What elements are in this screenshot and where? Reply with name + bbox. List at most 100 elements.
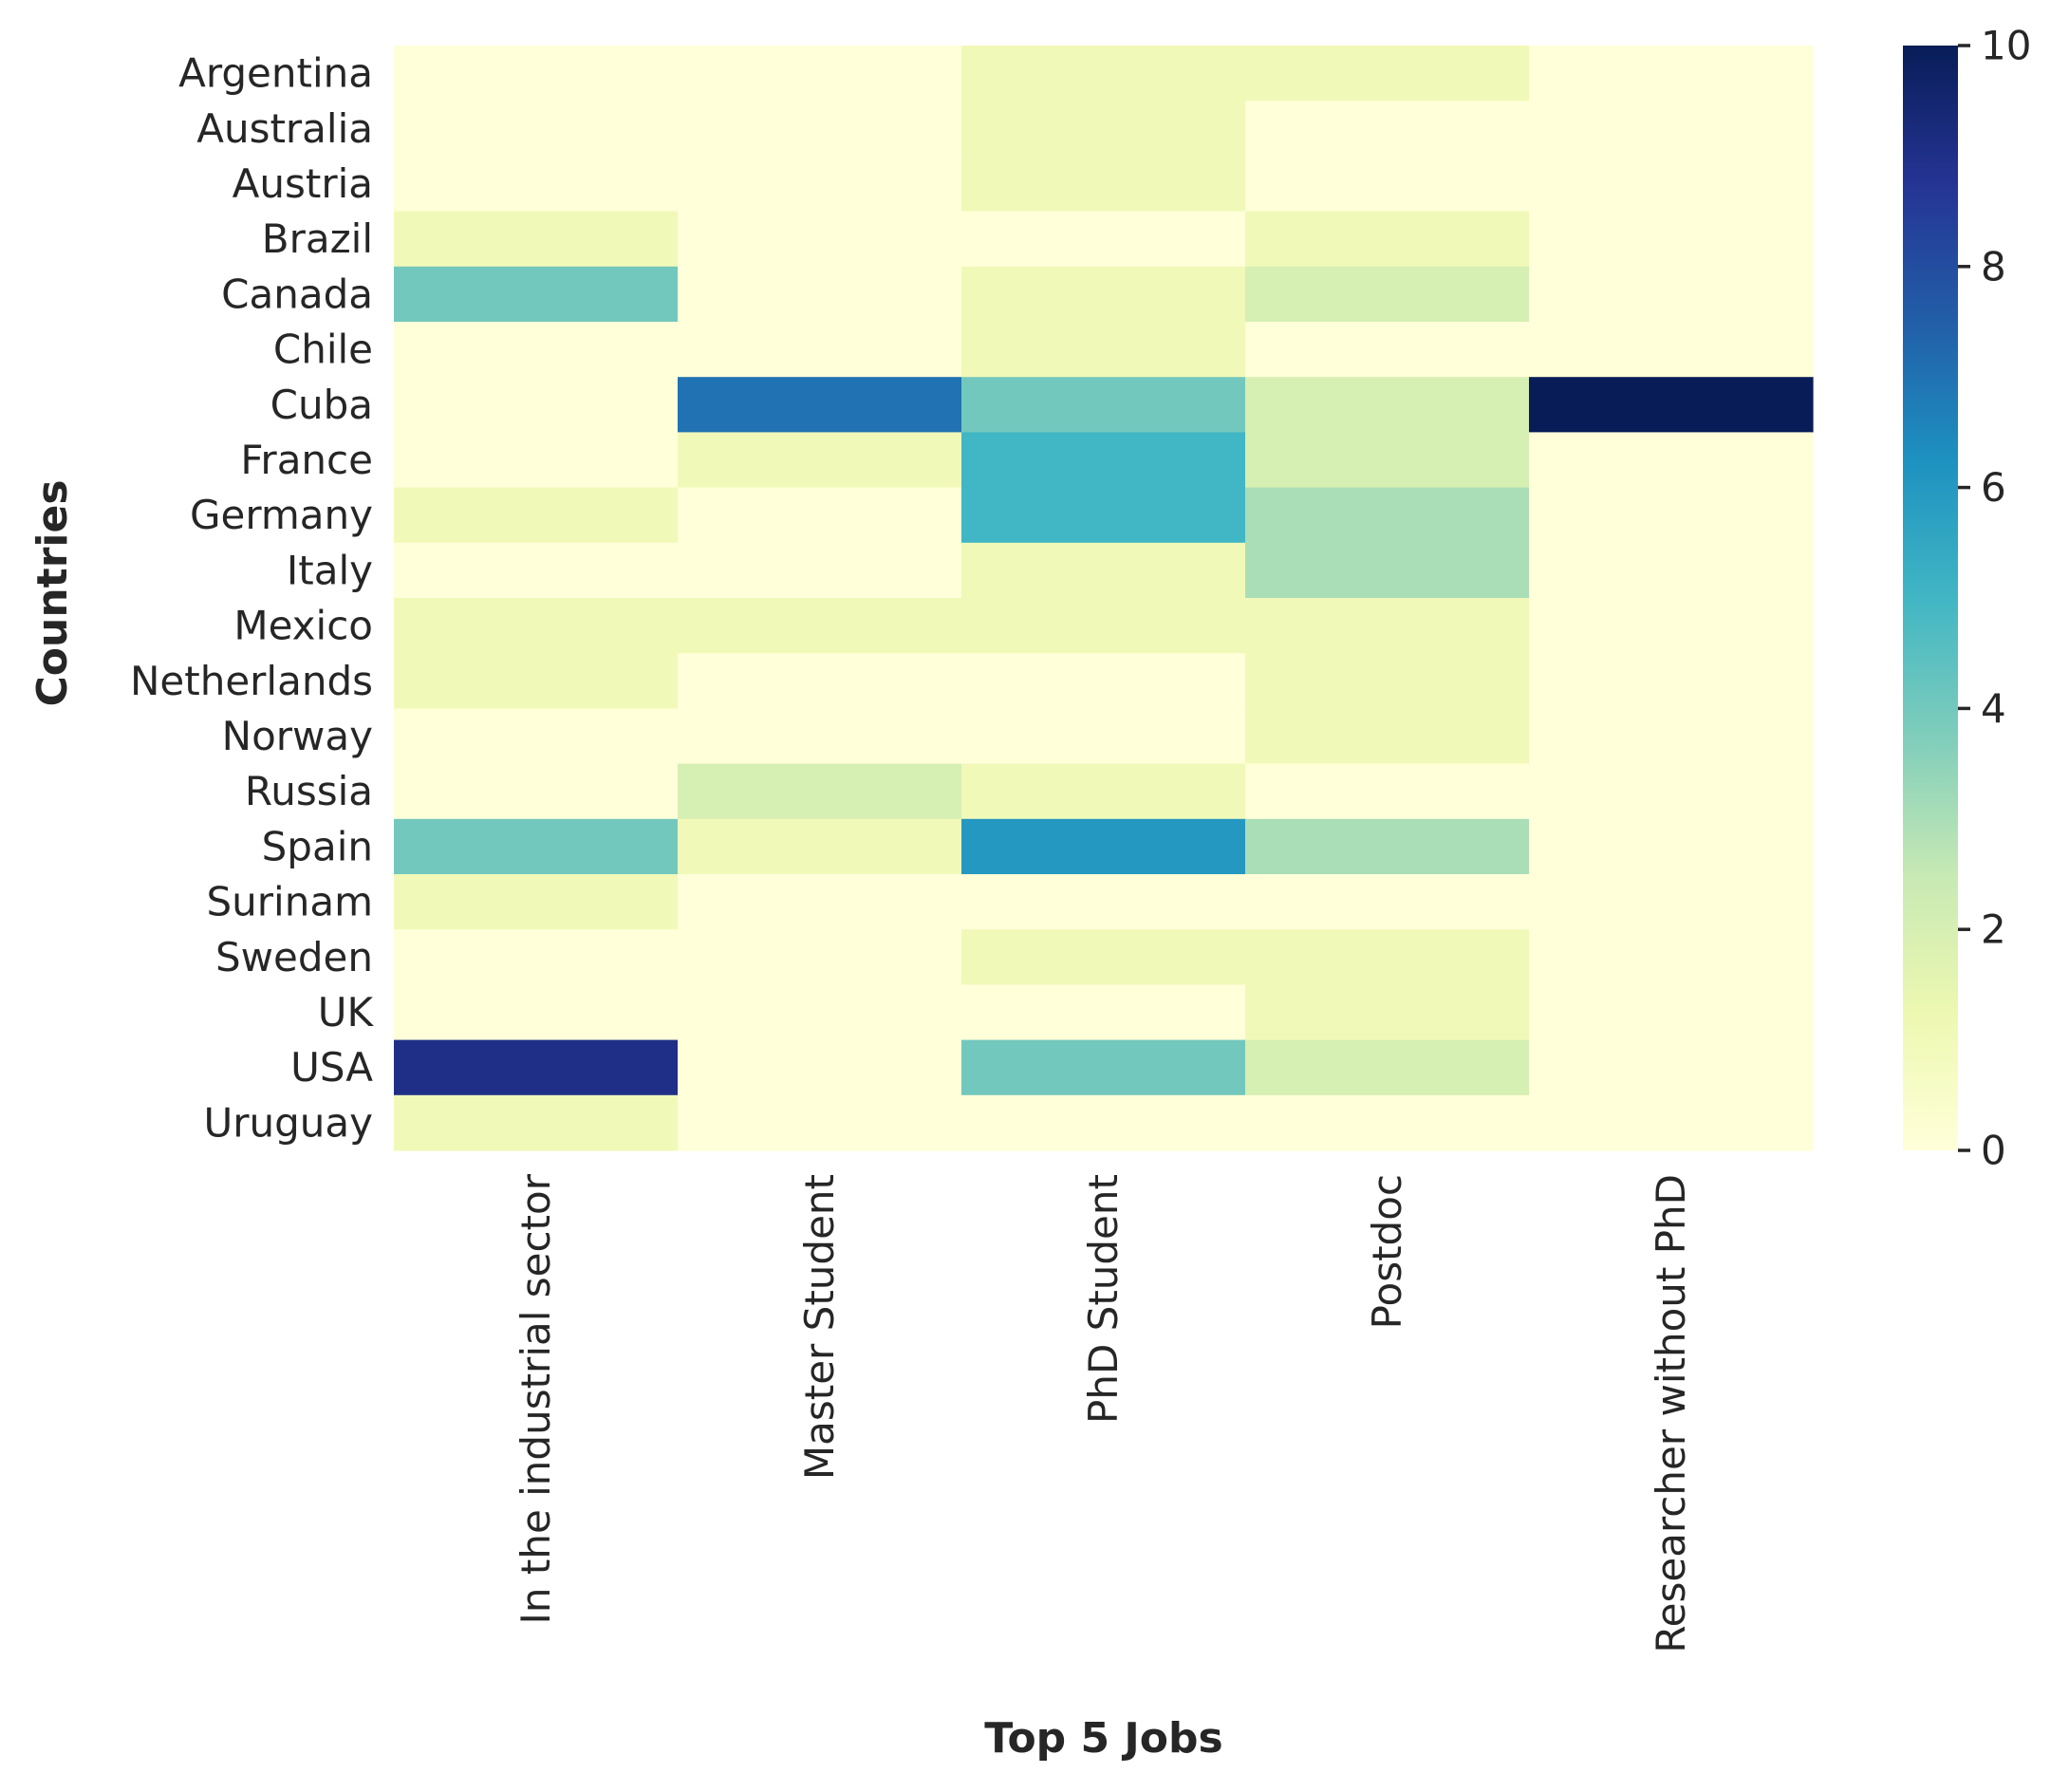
heatmap-cell-spain-3 — [1245, 818, 1530, 875]
heatmap-cell-uk-4 — [1529, 984, 1814, 1041]
heatmap-cell-france-0 — [394, 432, 679, 489]
y-axis-tick-labels: Argentina Australia Austria Brazil Canada Chi… — [130, 50, 374, 1147]
heatmap-cell-uruguay-1 — [678, 1094, 962, 1151]
heatmap-cell-uruguay-2 — [961, 1094, 1246, 1151]
x-axis-label: Top 5 Jobs — [984, 1714, 1222, 1763]
x-tick-label: In the industrial sector — [513, 1173, 559, 1624]
heatmap-cell-brazil-0 — [394, 211, 679, 268]
heatmap-cell-germany-4 — [1529, 487, 1814, 544]
y-tick-label: Austria — [233, 160, 373, 207]
heatmap-cell-chile-4 — [1529, 322, 1814, 378]
colorbar-tick-label: 10 — [1981, 23, 2031, 69]
heatmap-cell-mexico-0 — [394, 598, 679, 654]
heatmap-cell-australia-0 — [394, 101, 679, 157]
heatmap-cell-sweden-4 — [1529, 929, 1814, 985]
heatmap-cell-italy-0 — [394, 542, 679, 599]
heatmap-cell-usa-4 — [1529, 1039, 1814, 1096]
heatmap-cell-netherlands-4 — [1529, 653, 1814, 709]
y-tick-label: Surinam — [207, 879, 374, 925]
heatmap-cell-chile-3 — [1245, 322, 1530, 378]
heatmap-cell-austria-1 — [678, 156, 962, 213]
heatmap-cell-sweden-1 — [678, 929, 962, 985]
heatmap-cell-russia-1 — [678, 763, 962, 820]
heatmap-cell-france-2 — [961, 432, 1246, 489]
heatmap-cell-uk-1 — [678, 984, 962, 1041]
heatmap-cell-france-1 — [678, 432, 962, 489]
heatmap-cell-russia-2 — [961, 763, 1246, 820]
colorbar-tick-label: 0 — [1981, 1128, 2006, 1174]
heatmap-cell-surinam-0 — [394, 874, 679, 930]
x-tick-label: Postdoc — [1364, 1174, 1410, 1329]
heatmap-cell-germany-2 — [961, 487, 1246, 544]
heatmap-cell-italy-1 — [678, 542, 962, 599]
heatmap-cell-netherlands-3 — [1245, 653, 1530, 709]
heatmap-cell-sweden-2 — [961, 929, 1246, 985]
heatmap-cell-brazil-4 — [1529, 211, 1814, 268]
heatmap-cell-chile-0 — [394, 322, 679, 378]
heatmap-cell-russia-3 — [1245, 763, 1530, 820]
x-tick-label: Researcher without PhD — [1648, 1174, 1694, 1653]
heatmap-cell-mexico-4 — [1529, 598, 1814, 654]
colorbar-tick-label: 2 — [1981, 906, 2006, 953]
heatmap-cell-canada-0 — [394, 266, 679, 323]
y-tick-label: Spain — [262, 823, 373, 869]
heatmap-cell-norway-1 — [678, 708, 962, 765]
heatmap-cell-argentina-0 — [394, 46, 679, 102]
heatmap-cell-canada-1 — [678, 266, 962, 323]
heatmap-cell-canada-4 — [1529, 266, 1814, 323]
y-tick-label: France — [240, 437, 373, 483]
heatmap-cell-norway-0 — [394, 708, 679, 765]
heatmap-cell-usa-3 — [1245, 1039, 1530, 1096]
heatmap-cell-cuba-1 — [678, 377, 962, 433]
heatmap-cell-brazil-2 — [961, 211, 1246, 268]
x-axis-tick-labels: In the industrial sector Master Student Ph… — [513, 1173, 1694, 1652]
heatmap-cell-mexico-1 — [678, 598, 962, 654]
heatmap-cell-austria-0 — [394, 156, 679, 213]
y-tick-label: UK — [318, 989, 375, 1036]
y-tick-label: Canada — [221, 271, 373, 317]
heatmap-cell-uruguay-3 — [1245, 1094, 1530, 1151]
heatmap-cell-usa-2 — [961, 1039, 1246, 1096]
heatmap-cell-mexico-3 — [1245, 598, 1530, 654]
heatmap-cell-cuba-2 — [961, 377, 1246, 433]
colorbar-tick-label: 4 — [1981, 685, 2006, 732]
heatmap-cell-cuba-4 — [1529, 377, 1814, 433]
heatmap-cell-australia-3 — [1245, 101, 1530, 157]
heatmap-cell-italy-3 — [1245, 542, 1530, 599]
y-tick-label: Norway — [222, 713, 373, 759]
heatmap-cell-canada-3 — [1245, 266, 1530, 323]
heatmap-cell-germany-3 — [1245, 487, 1530, 544]
heatmap-cell-netherlands-1 — [678, 653, 962, 709]
heatmap-cell-canada-2 — [961, 266, 1246, 323]
y-tick-label: Mexico — [233, 603, 373, 649]
heatmap-cell-netherlands-2 — [961, 653, 1246, 709]
x-tick-label: PhD Student — [1080, 1174, 1127, 1424]
heatmap-cell-chile-1 — [678, 322, 962, 378]
colorbar — [1903, 46, 1958, 1150]
y-axis-label: Countries — [28, 479, 77, 706]
heatmap-cell-spain-1 — [678, 818, 962, 875]
heatmap-cell-austria-2 — [961, 156, 1246, 213]
heatmap-cell-sweden-3 — [1245, 929, 1530, 985]
y-tick-label: USA — [290, 1044, 373, 1091]
heatmap-cell-uk-3 — [1245, 984, 1530, 1041]
heatmap-cell-germany-1 — [678, 487, 962, 544]
heatmap-cell-brazil-3 — [1245, 211, 1530, 268]
x-tick-label: Master Student — [796, 1174, 843, 1480]
heatmap-cell-mexico-2 — [961, 598, 1246, 654]
heatmap-cell-uruguay-0 — [394, 1094, 679, 1151]
heatmap-cell-russia-4 — [1529, 763, 1814, 820]
heatmap-cells — [394, 46, 1814, 1151]
heatmap-cell-norway-3 — [1245, 708, 1530, 765]
colorbar-ticks: 0 2 4 6 8 10 — [1958, 23, 2031, 1174]
heatmap-cell-austria-4 — [1529, 156, 1814, 213]
heatmap-cell-spain-2 — [961, 818, 1246, 875]
heatmap-cell-australia-2 — [961, 101, 1246, 157]
heatmap-cell-argentina-3 — [1245, 46, 1530, 102]
heatmap-cell-argentina-1 — [678, 46, 962, 102]
heatmap-cell-surinam-2 — [961, 874, 1246, 930]
heatmap-cell-usa-1 — [678, 1039, 962, 1096]
heatmap-cell-austria-3 — [1245, 156, 1530, 213]
heatmap-cell-russia-0 — [394, 763, 679, 820]
